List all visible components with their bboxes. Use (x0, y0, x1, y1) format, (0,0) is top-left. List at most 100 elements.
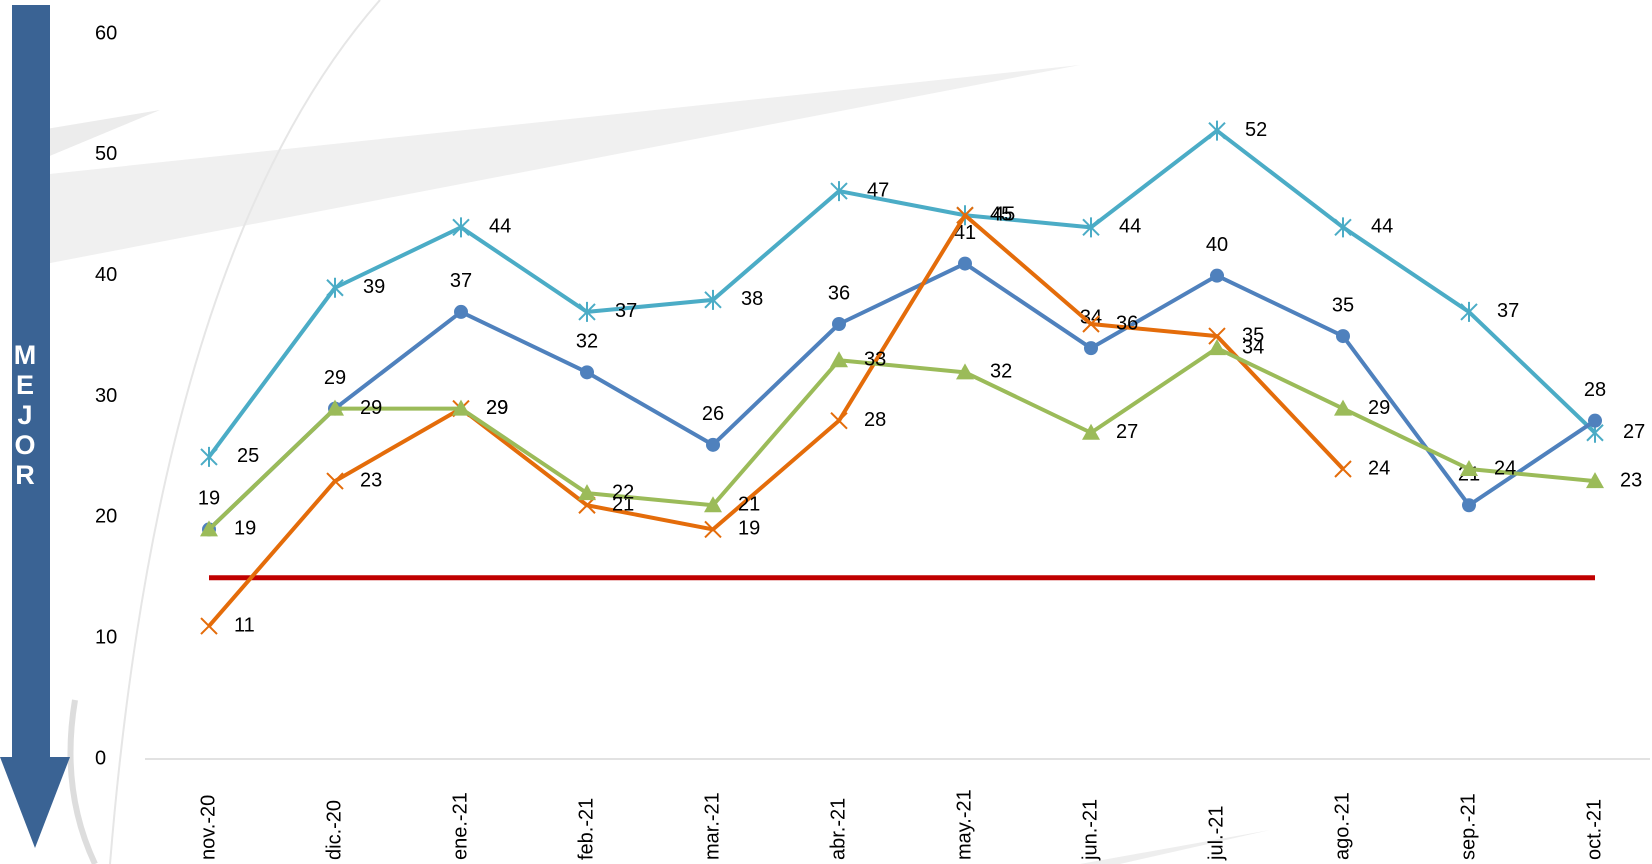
point (1084, 341, 1098, 356)
point (1210, 268, 1224, 283)
data-label: 52 (1245, 119, 1267, 141)
x-tick-label: feb.-21 (575, 798, 597, 860)
point-shape (200, 446, 218, 467)
point (326, 472, 344, 490)
data-label: 22 (612, 481, 634, 503)
data-label: 38 (741, 288, 763, 310)
series-line (207, 261, 1597, 531)
plot: 0 10 20 30 40 50 60 nov.-20 dic.-20 ene.-21 feb.-2… (95, 22, 1650, 861)
point (1334, 399, 1352, 416)
data-label: 19 (234, 518, 256, 540)
point (326, 277, 344, 298)
point (704, 496, 722, 513)
data-label: 33 (864, 349, 886, 371)
point-shape (200, 617, 218, 635)
point (1208, 120, 1226, 141)
data-label: 29 (1368, 397, 1390, 419)
data-label: 29 (486, 397, 508, 419)
x-tick-label: oct.-21 (1583, 799, 1605, 860)
data-label: 36 (1116, 312, 1138, 334)
point (1462, 498, 1476, 513)
x-tick-label: jun.-21 (1079, 799, 1101, 861)
arrow-head (0, 757, 70, 848)
arrow-shaft (12, 5, 50, 760)
point (580, 365, 594, 380)
point (1460, 460, 1478, 476)
x-tick-label: may.-21 (953, 789, 975, 860)
point-shape (1460, 301, 1478, 322)
point (706, 437, 720, 452)
data-label: 27 (1116, 421, 1138, 443)
series-line (207, 128, 1597, 459)
data-label: 37 (1497, 300, 1519, 322)
y-tick-label: 0 (95, 747, 106, 769)
point-shape (1334, 217, 1352, 238)
data-label: 37 (450, 270, 472, 292)
point (1334, 460, 1352, 478)
data-label: 35 (1242, 324, 1264, 346)
point (326, 399, 344, 416)
x-tick-label: sep.-21 (1457, 793, 1479, 860)
point (578, 484, 596, 501)
point (1082, 423, 1100, 440)
point-shape (452, 217, 470, 238)
point-shape (1208, 327, 1226, 345)
point (830, 411, 848, 430)
data-label: 28 (864, 409, 886, 431)
data-label: 40 (1206, 234, 1228, 256)
point (452, 399, 470, 416)
data-label: 27 (1623, 421, 1645, 443)
point-shape (830, 411, 848, 430)
series-line (207, 213, 1345, 628)
point-shape (830, 181, 848, 202)
data-label: 45 (990, 204, 1012, 226)
point-shape (326, 277, 344, 298)
data-label: 24 (1494, 457, 1516, 479)
point-shape (956, 206, 974, 224)
y-tick-label: 50 (95, 143, 117, 165)
data-label: 11 (234, 614, 255, 636)
data-label: 24 (1368, 457, 1390, 479)
point (200, 520, 218, 537)
point (704, 520, 722, 539)
x-tick-label: jul.-21 (1205, 806, 1227, 861)
point (454, 304, 468, 319)
point (1208, 327, 1226, 345)
data-label: 47 (867, 179, 889, 201)
data-label: 35 (1332, 294, 1354, 316)
data-label: 23 (1620, 469, 1642, 491)
y-tick-label: 10 (95, 626, 117, 648)
point (1082, 217, 1100, 238)
x-tick-label: mar.-21 (701, 792, 723, 860)
data-label: 28 (1584, 379, 1606, 401)
point (958, 256, 972, 271)
point (830, 351, 848, 368)
point-shape (1082, 217, 1100, 238)
point (200, 446, 218, 467)
data-label: 19 (198, 488, 220, 510)
point (1586, 472, 1604, 489)
point-shape (326, 472, 344, 490)
point-shape (1082, 315, 1100, 333)
point (452, 217, 470, 238)
point (956, 363, 974, 380)
y-tick-label: 40 (95, 264, 117, 286)
point-shape (1334, 460, 1352, 478)
point-shape (704, 520, 722, 539)
x-tick-label: abr.-21 (827, 798, 849, 860)
data-label: 32 (576, 331, 598, 353)
point (956, 206, 974, 224)
point (830, 181, 848, 202)
point (200, 617, 218, 635)
y-tick-label: 20 (95, 506, 117, 528)
background-decor (40, 0, 1270, 864)
point-shape (704, 289, 722, 310)
data-label: 45 (993, 204, 1015, 226)
arrow-label: MEJOR (13, 340, 37, 490)
point-shape (578, 301, 596, 322)
data-label: 44 (489, 216, 511, 238)
x-tick-label: nov.-20 (197, 795, 219, 860)
x-tick-label: dic.-20 (323, 800, 345, 860)
point (1082, 315, 1100, 333)
